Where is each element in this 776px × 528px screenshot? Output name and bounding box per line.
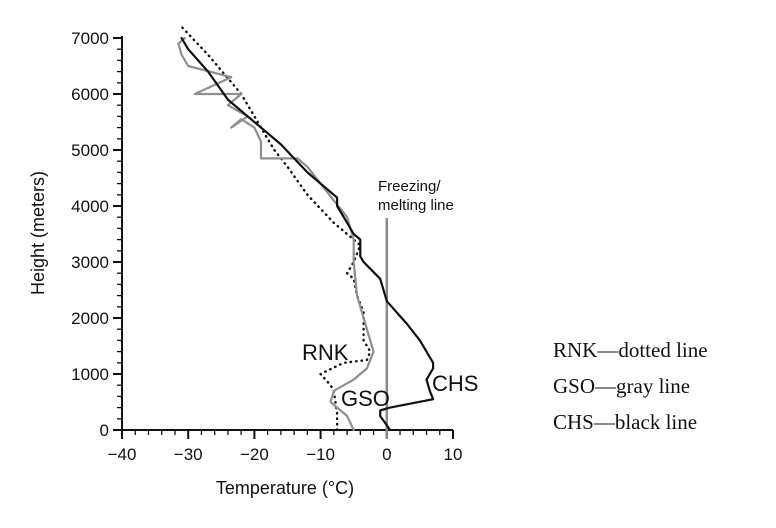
y-tick-label: 1000 (71, 365, 109, 384)
series-label-gso: GSO (341, 386, 390, 411)
y-tick-label: 2000 (71, 309, 109, 328)
series-group (177, 25, 435, 432)
y-axis-ticks: 0 1000 2000 3000 4000 5000 6000 7000 (71, 29, 122, 440)
y-tick-label: 5000 (71, 141, 109, 160)
x-tick-label: 0 (382, 445, 391, 464)
y-tick-label: 4000 (71, 197, 109, 216)
x-tick-label: 10 (444, 445, 463, 464)
y-tick-label: 0 (100, 421, 109, 440)
minor-ticks (117, 48, 441, 435)
x-tick-label: −40 (108, 445, 137, 464)
x-tick-label: −30 (174, 445, 203, 464)
legend-item-rnk: RNK—dotted line (553, 338, 708, 362)
series-label-chs: CHS (432, 371, 478, 396)
series-label-rnk: RNK (302, 340, 349, 365)
x-axis-ticks: −40 −30 −20 −10 0 10 (108, 430, 463, 464)
x-tick-label: −10 (306, 445, 335, 464)
series-line-chs (180, 36, 435, 432)
x-tick-label: −20 (240, 445, 269, 464)
legend-item-chs: CHS—black line (553, 410, 697, 434)
y-tick-label: 6000 (71, 85, 109, 104)
y-axis-title: Height (meters) (28, 171, 48, 295)
y-tick-label: 7000 (71, 29, 109, 48)
series-line-gso (177, 36, 375, 432)
legend-item-gso: GSO—gray line (553, 374, 690, 398)
freezing-label-line1: Freezing/ (378, 178, 441, 195)
series-line-rnk (180, 25, 372, 432)
x-axis-title: Temperature (°C) (216, 478, 354, 498)
freezing-label-line2: melting line (378, 197, 454, 214)
y-tick-label: 3000 (71, 253, 109, 272)
